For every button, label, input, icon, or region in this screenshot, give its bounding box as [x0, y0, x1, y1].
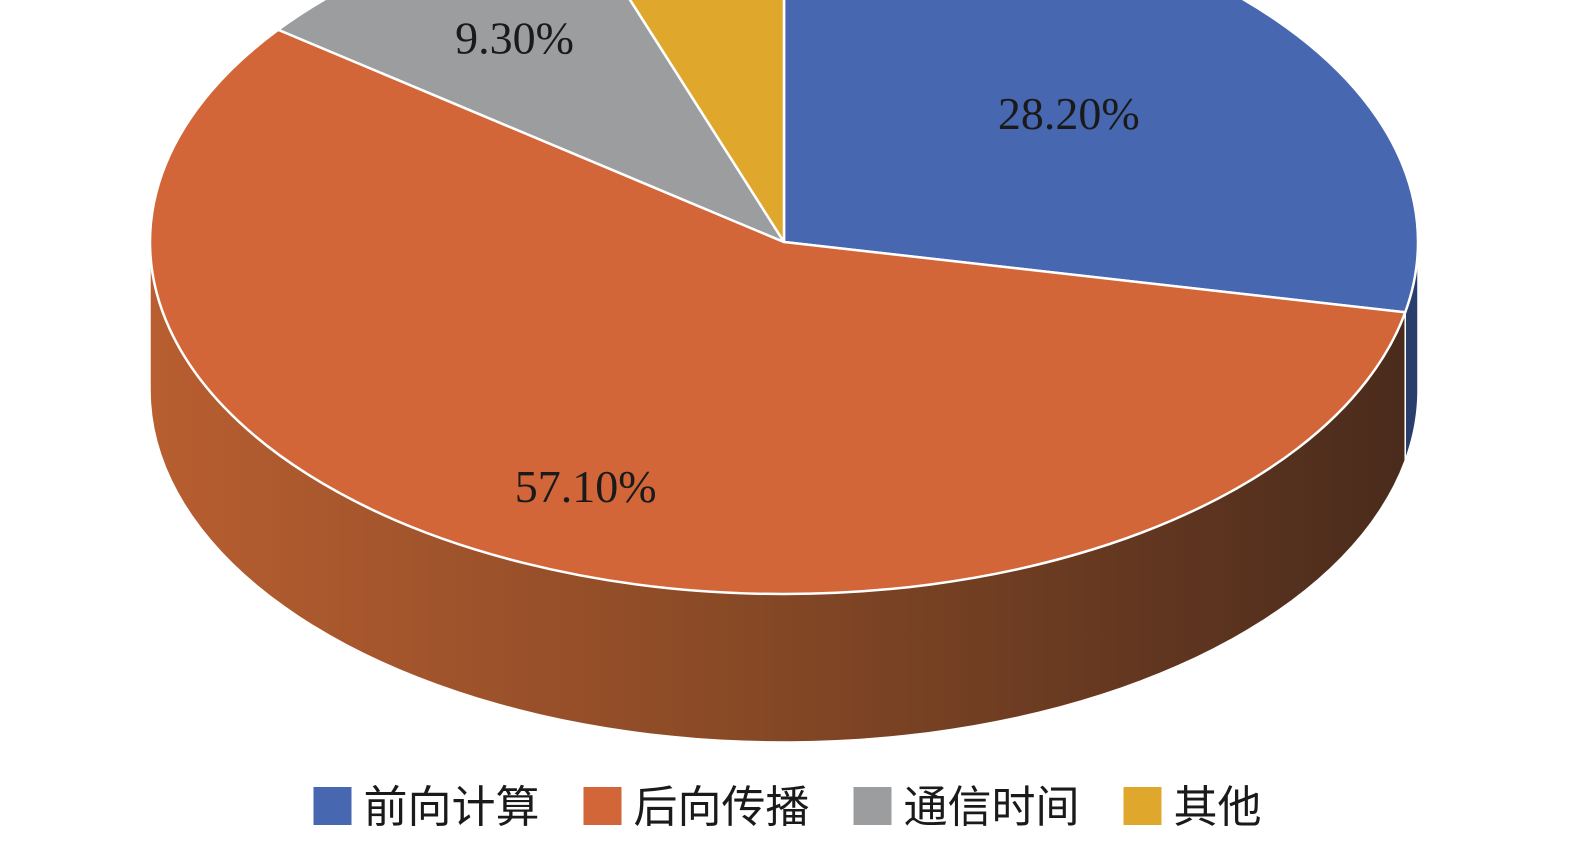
- legend-item-3: 通信时间: [853, 782, 1080, 833]
- legend-swatch-1: [313, 787, 352, 825]
- pie-slice-3: [276, 0, 786, 244]
- legend-label-4: 其他: [1174, 782, 1262, 833]
- slice-labels: 28.20%57.10%9.30%5.40%: [455, 12, 1140, 512]
- pie-slice-2: [148, 28, 1407, 596]
- legend-item-4: 其他: [1123, 782, 1262, 833]
- legend: 前向计算 后向传播 通信时间 其他: [313, 782, 1262, 833]
- legend-label-1: 前向计算: [364, 782, 540, 833]
- pie-top-face: [148, 0, 1420, 596]
- legend-label-2: 后向传播: [634, 782, 810, 833]
- slice-label-1: 28.20%: [998, 88, 1140, 139]
- legend-label-3: 通信时间: [904, 782, 1080, 833]
- pie-slice-4: [628, 0, 786, 244]
- pie-slice-1: [782, 0, 1420, 314]
- legend-swatch-2: [583, 787, 622, 825]
- legend-item-1: 前向计算: [313, 782, 540, 833]
- legend-swatch-4: [1123, 787, 1162, 825]
- slice-label-3: 9.30%: [455, 12, 574, 63]
- legend-item-2: 后向传播: [583, 782, 810, 833]
- slice-label-2: 57.10%: [515, 461, 657, 512]
- legend-swatch-3: [853, 787, 892, 825]
